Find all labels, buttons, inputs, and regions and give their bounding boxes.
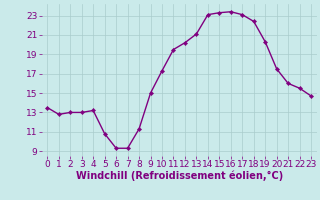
X-axis label: Windchill (Refroidissement éolien,°C): Windchill (Refroidissement éolien,°C) — [76, 171, 283, 181]
